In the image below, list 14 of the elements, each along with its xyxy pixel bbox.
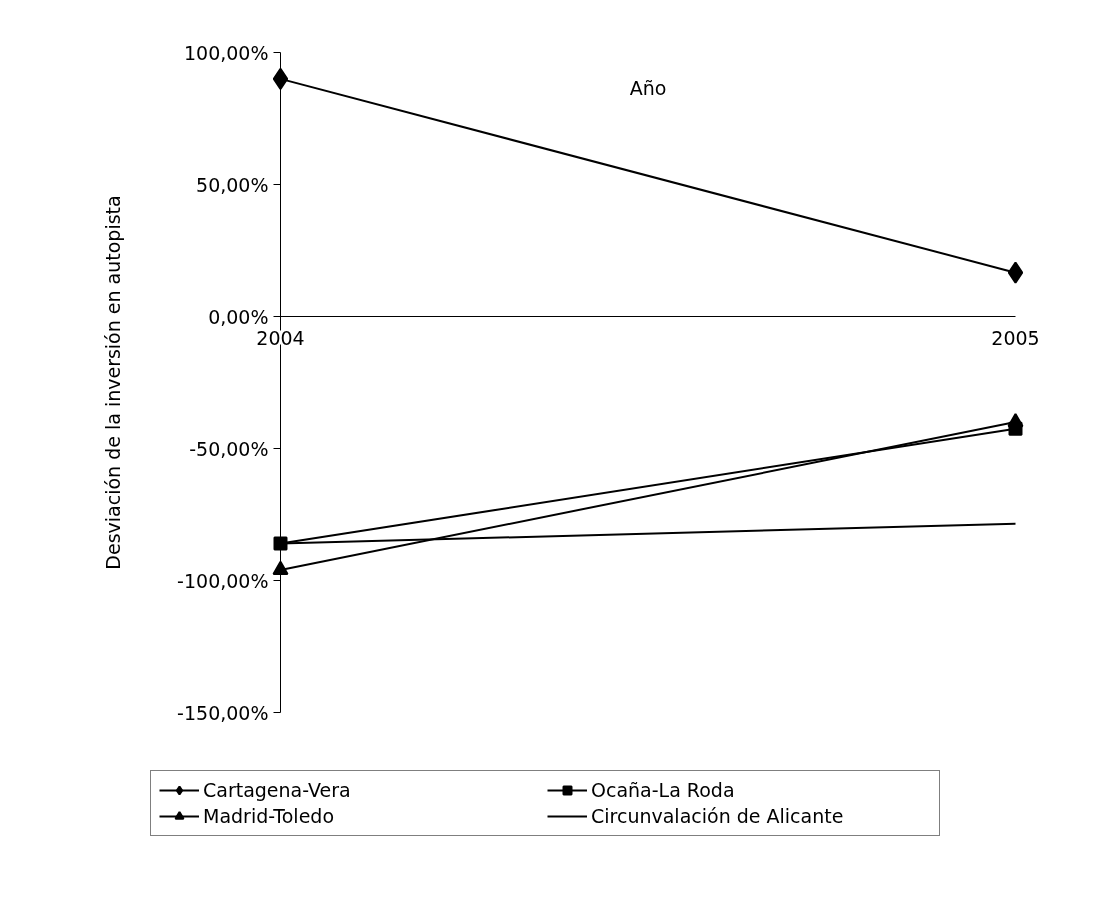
x-tick-label: 2005 <box>991 326 1040 349</box>
legend-label: Madrid-Toledo <box>203 805 335 827</box>
y-tick-label: 0,00% <box>208 305 269 328</box>
legend-label: Cartagena-Vera <box>203 779 352 801</box>
y-axis-title: Desviación de la inversión en autopista <box>101 195 124 570</box>
y-tick-label: -100,00% <box>177 569 269 592</box>
y-tick-label: 100,00% <box>183 41 269 64</box>
legend-label: Ocaña-La Roda <box>591 779 736 801</box>
x-tick-label: 2004 <box>256 326 305 349</box>
x-axis-title: Año <box>629 76 667 99</box>
legend-label: Circunvalación de Alicante <box>591 805 845 827</box>
y-tick-label: -150,00% <box>177 701 269 724</box>
y-tick-label: -50,00% <box>189 437 269 460</box>
y-tick-label: 50,00% <box>196 173 269 196</box>
